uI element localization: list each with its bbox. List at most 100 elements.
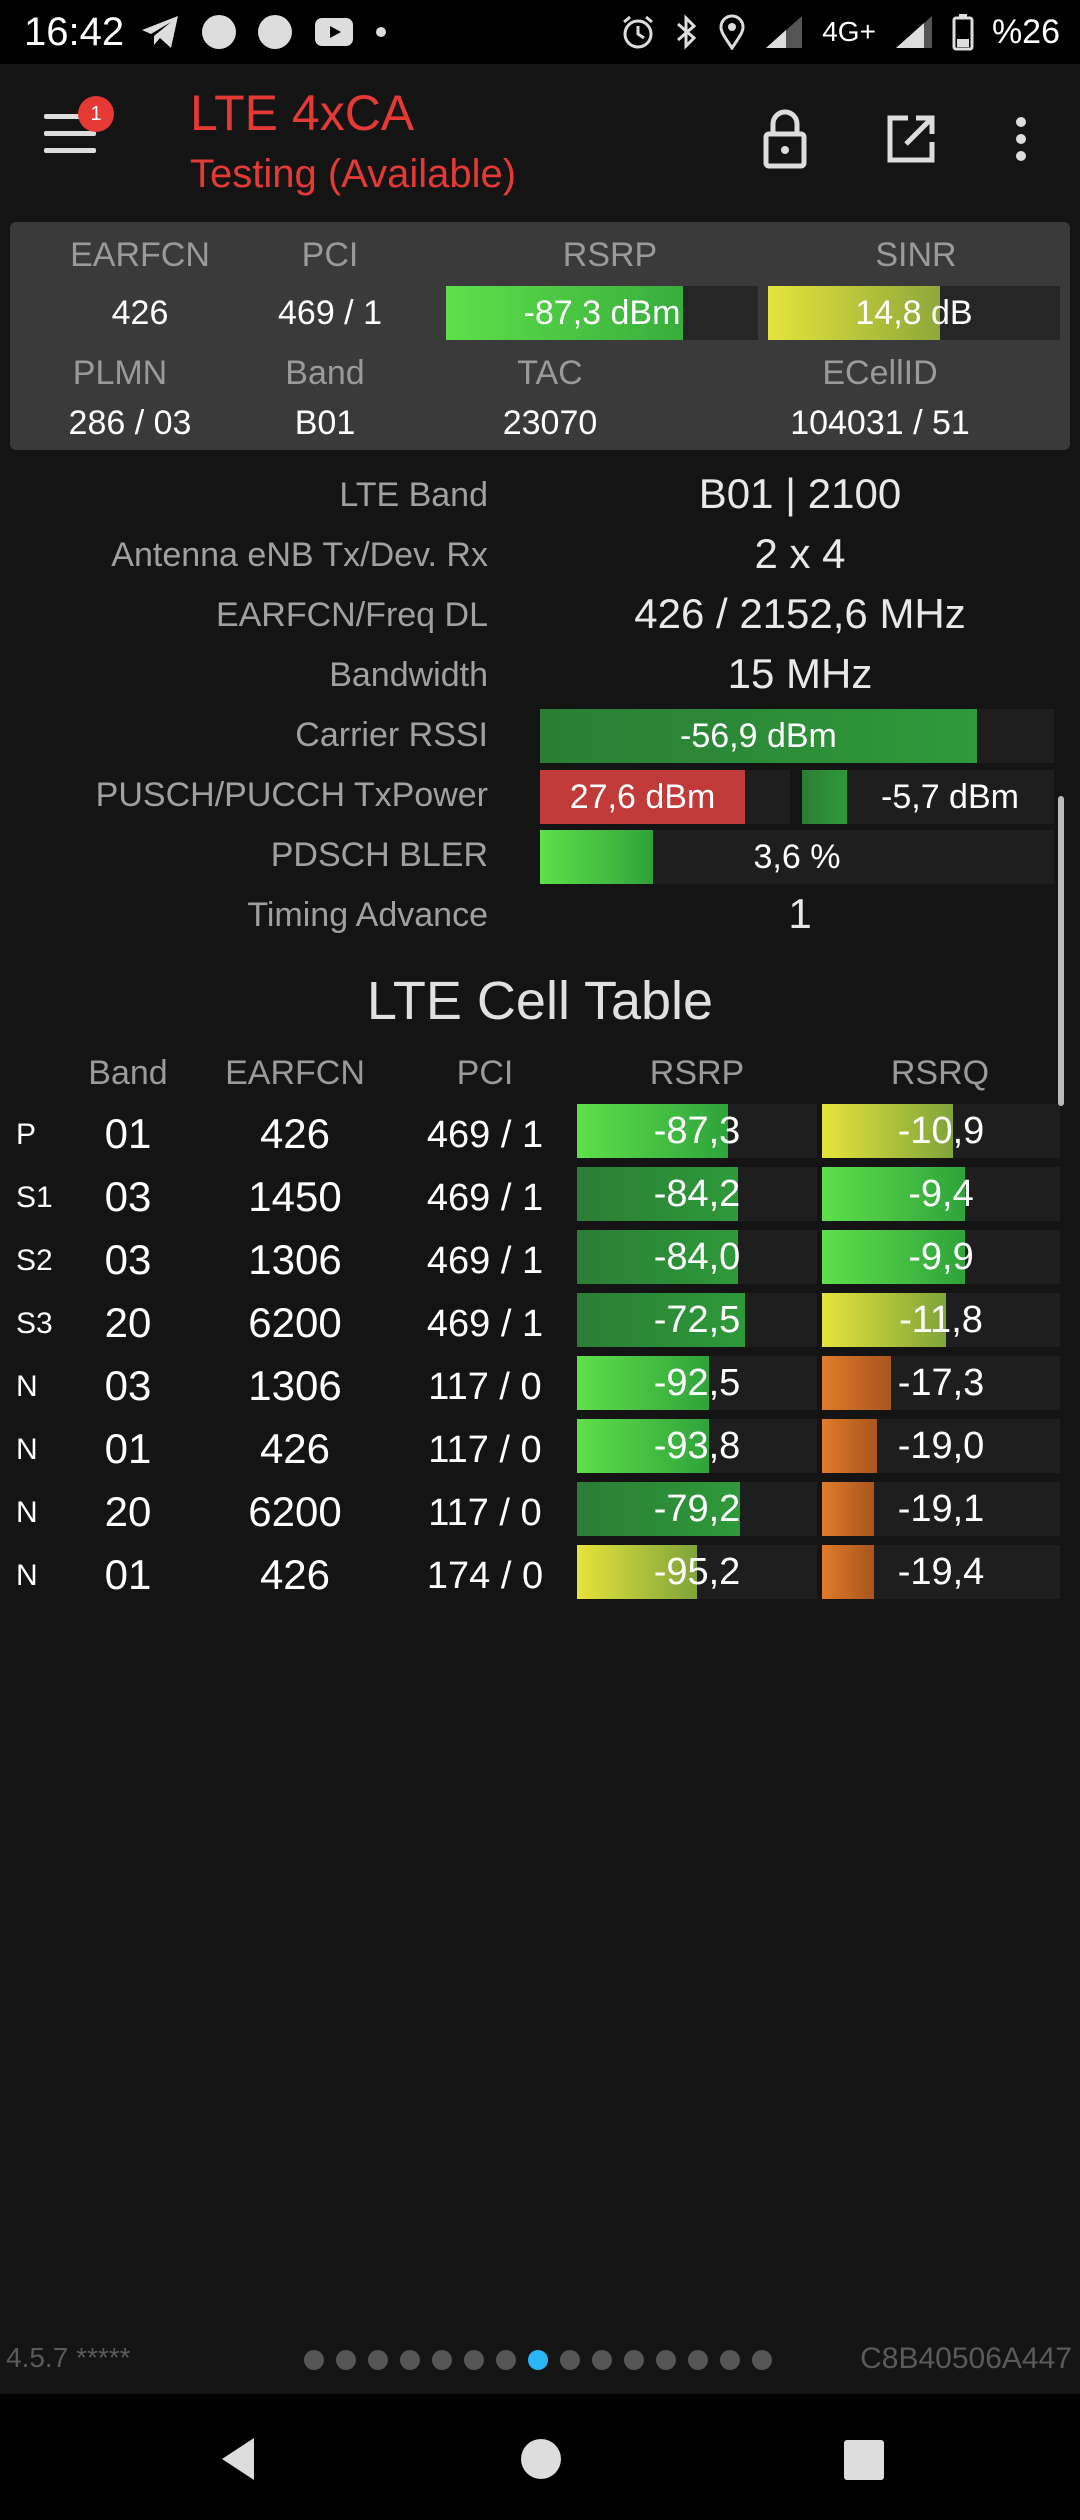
cell-rsrp-fill xyxy=(577,1104,729,1158)
summary-rsrp-bar: -87,3 dBm xyxy=(446,286,758,340)
rssi-bar: -56,9 dBm xyxy=(540,709,1054,763)
location-icon xyxy=(719,14,745,50)
notification-dot-icon xyxy=(202,15,236,49)
bler-bar: 3,6 % xyxy=(540,830,1054,884)
alarm-icon xyxy=(623,15,654,49)
cell-rsrp-bar: -93,8 xyxy=(577,1419,817,1473)
header-earfcn: EARFCN xyxy=(70,236,210,274)
status-notification-icons xyxy=(140,10,386,54)
cell-rsrq-fill xyxy=(822,1230,965,1284)
summary-sinr-value: 14,8 dB xyxy=(855,294,973,332)
header-rsrp: RSRP xyxy=(562,236,658,274)
summary-tac: 23070 xyxy=(502,404,598,442)
cell-earfcn: 1450 xyxy=(248,1173,342,1220)
cell-rsrq-value: -9,9 xyxy=(908,1236,974,1278)
cell-rsrp-bar: -79,2 xyxy=(577,1482,817,1536)
cell-rsrp-bar: -95,2 xyxy=(577,1545,817,1599)
cell-rsrp-value: -95,2 xyxy=(653,1551,741,1593)
rssi-value: -56,9 dBm xyxy=(680,717,837,755)
cell-earfcn: 426 xyxy=(259,1551,331,1598)
cell-rsrq-fill xyxy=(822,1293,946,1347)
page-dot[interactable] xyxy=(496,2350,516,2370)
bandwidth-label: Bandwidth xyxy=(329,656,488,694)
cell-pci: 117 / 0 xyxy=(428,1429,542,1471)
app-subtitle: Testing (Available) xyxy=(190,152,517,196)
cell-rsrp-value: -79,2 xyxy=(653,1488,741,1530)
notification-dot-icon xyxy=(258,15,292,49)
cell-rsrp-bar: -72,5 xyxy=(577,1293,817,1347)
cell-rsrq-bar: -9,4 xyxy=(822,1167,1060,1221)
page-dot[interactable] xyxy=(752,2350,772,2370)
cell-pci: 469 / 1 xyxy=(426,1177,544,1219)
page-dot[interactable] xyxy=(336,2350,356,2370)
recents-icon[interactable] xyxy=(842,2438,886,2482)
cell-rsrq-value: -17,3 xyxy=(897,1362,985,1404)
cell-rsrq-fill xyxy=(822,1482,875,1536)
cell-band: 03 xyxy=(104,1173,152,1220)
cell-rsrp-bar: -92,5 xyxy=(577,1356,817,1410)
cell-earfcn: 6200 xyxy=(248,1299,342,1346)
page-dot[interactable] xyxy=(368,2350,388,2370)
lock-icon[interactable] xyxy=(750,104,820,174)
bler-label: PDSCH BLER xyxy=(270,836,488,874)
col-rsrq: RSRQ xyxy=(890,1054,990,1092)
header-plmn: PLMN xyxy=(72,354,168,392)
bler-value: 3,6 % xyxy=(753,838,841,876)
page-dot[interactable] xyxy=(304,2350,324,2370)
page-dot[interactable] xyxy=(720,2350,740,2370)
cell-rsrp-fill xyxy=(577,1356,709,1410)
cell-rsrp-bar: -84,0 xyxy=(577,1230,817,1284)
battery-icon xyxy=(952,14,974,51)
page-dot[interactable] xyxy=(688,2350,708,2370)
cell-rsrq-bar: -19,0 xyxy=(822,1419,1060,1473)
cell-rsrp-value: -84,0 xyxy=(653,1236,741,1278)
cell-rsrp-fill xyxy=(577,1482,741,1536)
cell-band: 01 xyxy=(104,1425,152,1472)
page-indicator[interactable] xyxy=(304,2350,772,2370)
ta-label: Timing Advance xyxy=(247,896,488,934)
telegram-icon xyxy=(142,16,178,48)
scrollbar[interactable] xyxy=(1058,796,1064,1106)
cell-type: N xyxy=(16,1559,38,1592)
cell-rsrq-fill xyxy=(822,1104,953,1158)
cell-band: 20 xyxy=(104,1488,152,1535)
header-band: Band xyxy=(285,354,365,392)
page-dot[interactable] xyxy=(560,2350,580,2370)
cell-earfcn: 1306 xyxy=(248,1362,342,1409)
freq-label: EARFCN/Freq DL xyxy=(215,596,488,634)
cell-pci: 117 / 0 xyxy=(428,1492,542,1534)
more-dot-icon xyxy=(376,27,386,37)
bluetooth-icon xyxy=(677,14,697,50)
cell-rsrq-fill xyxy=(822,1545,875,1599)
page-dot[interactable] xyxy=(656,2350,676,2370)
device-id: C8B40506A447 xyxy=(860,2342,1072,2375)
open-external-icon[interactable] xyxy=(876,104,946,174)
page-dot[interactable] xyxy=(464,2350,484,2370)
pucch-fill xyxy=(802,770,848,824)
home-icon[interactable] xyxy=(516,2434,566,2484)
app-title: LTE 4xCA xyxy=(190,85,415,141)
cell-band: 01 xyxy=(104,1551,152,1598)
page-dot[interactable] xyxy=(432,2350,452,2370)
page-dot[interactable] xyxy=(528,2350,548,2370)
menu-button[interactable] xyxy=(44,114,98,154)
more-vert-icon[interactable] xyxy=(986,104,1056,174)
cell-rsrq-value: -19,4 xyxy=(897,1551,985,1593)
cell-rsrp-bar: -84,2 xyxy=(577,1167,817,1221)
cell-rsrq-bar: -19,1 xyxy=(822,1482,1060,1536)
cell-rsrp-value: -72,5 xyxy=(653,1299,741,1341)
battery-percent: %26 xyxy=(991,12,1060,51)
status-bar: 16:42 4G+ %26 xyxy=(0,0,1080,64)
summary-sinr-bar: 14,8 dB xyxy=(768,286,1060,340)
page-dot[interactable] xyxy=(592,2350,612,2370)
cell-type: S2 xyxy=(16,1244,53,1277)
summary-plmn: 286 / 03 xyxy=(68,404,192,442)
page-dot[interactable] xyxy=(624,2350,644,2370)
txpower-label: PUSCH/PUCCH TxPower xyxy=(95,776,488,814)
page-dot[interactable] xyxy=(400,2350,420,2370)
cell-rsrp-value: -93,8 xyxy=(653,1425,741,1467)
back-icon[interactable] xyxy=(214,2434,264,2484)
cell-pci: 117 / 0 xyxy=(428,1366,542,1408)
cell-rsrp-fill xyxy=(577,1545,697,1599)
summary-earfcn: 426 xyxy=(111,294,169,332)
